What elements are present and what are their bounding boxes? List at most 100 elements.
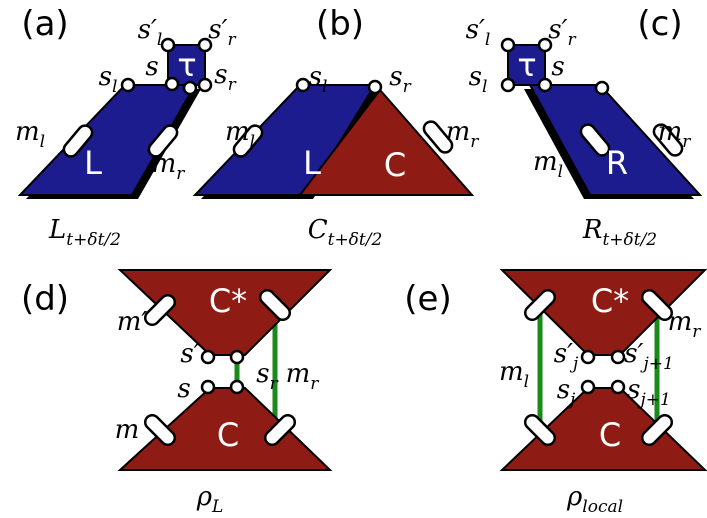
index-label-base: s′ <box>208 15 227 45</box>
index-label-base: s′ <box>548 15 567 45</box>
index-label-base: s <box>145 52 158 82</box>
index-label-base: s <box>389 62 402 92</box>
index-dot <box>502 79 514 91</box>
index-label: sj <box>557 375 576 410</box>
index-label-base: s <box>551 52 564 82</box>
tensor-label: τ <box>517 46 536 84</box>
panel-label: (b) <box>316 4 364 44</box>
index-label-base: m <box>286 359 311 389</box>
index-label-base: s′ <box>138 15 157 45</box>
index-label-sub: r <box>176 164 185 184</box>
index-label-sub: l <box>40 132 45 152</box>
tensor-label: τ <box>177 46 196 84</box>
index-dot <box>612 351 624 363</box>
index-label-base: m′ <box>117 307 148 337</box>
index-label: s <box>177 374 190 404</box>
index-label: s′r <box>208 15 236 50</box>
index-dot <box>582 351 594 363</box>
index-label-base: s′ <box>624 339 643 369</box>
index-dot <box>596 82 608 94</box>
index-label: ml <box>225 117 255 152</box>
index-label-base: m <box>152 149 177 179</box>
index-label-base: s <box>557 375 570 405</box>
index-dot <box>612 381 624 393</box>
index-label: s′j <box>554 339 579 374</box>
index-label: mr <box>286 359 320 394</box>
caption-base: ρ <box>566 482 583 512</box>
index-label-base: s′ <box>554 339 573 369</box>
index-label-sub: l <box>250 132 255 152</box>
tensor-label: C* <box>591 282 629 320</box>
index-label: s <box>145 52 158 82</box>
index-label-base: s <box>309 62 322 92</box>
index-dot <box>162 39 174 51</box>
caption-base: R <box>582 215 603 245</box>
index-dot <box>502 39 514 51</box>
tensor-label: R <box>606 144 628 182</box>
index-dot <box>122 79 134 91</box>
index-label-base: s′ <box>466 15 485 45</box>
caption: ρlocal <box>566 482 623 517</box>
index-dot <box>231 381 243 393</box>
index-label-base: s <box>177 374 190 404</box>
index-label: s′l <box>466 15 491 50</box>
caption-sub: t+δt/2 <box>328 230 383 250</box>
index-label: s′r <box>548 15 576 50</box>
caption-base: C <box>308 215 328 245</box>
index-dot <box>199 79 211 91</box>
index-dot <box>369 81 381 93</box>
index-label-base: m <box>225 117 250 147</box>
index-label-sub: l <box>558 162 563 182</box>
index-label: s′ <box>180 339 199 369</box>
index-dot <box>166 78 178 90</box>
index-label: s′j+1 <box>624 339 674 374</box>
index-label-sub: r <box>228 30 237 50</box>
index-label-base: m <box>658 117 683 147</box>
index-label: sl <box>309 62 328 97</box>
index-label-sub: l <box>482 77 487 97</box>
index-label: ml <box>499 357 529 392</box>
index-label: sr <box>389 62 411 97</box>
caption: Rt+δt/2 <box>582 215 657 250</box>
index-label: sj+1 <box>627 375 671 410</box>
caption-sub: t+δt/2 <box>66 230 121 250</box>
tensor-label: C <box>599 416 621 454</box>
panel-label: (e) <box>404 279 451 319</box>
index-label-base: m <box>668 307 693 337</box>
index-dot <box>539 79 551 91</box>
index-label: m <box>115 415 140 445</box>
index-label-sub: r <box>228 75 237 95</box>
index-label-base: s <box>469 62 482 92</box>
index-dot <box>202 351 214 363</box>
index-label-base: s <box>214 60 227 90</box>
index-label-base: s′ <box>180 339 199 369</box>
index-label: sl <box>469 62 488 97</box>
index-label-sub: j+1 <box>639 354 673 374</box>
tensor-label: C <box>384 146 406 184</box>
figure: (a)Lτs′ls′rslssrmlmrLt+δt/2(b)LCslsrmlmr… <box>0 0 707 518</box>
caption-base: ρ <box>196 482 213 512</box>
index-dot <box>582 381 594 393</box>
panel-label: (a) <box>21 4 68 44</box>
caption-sub: L <box>211 497 223 517</box>
index-label: m′ <box>117 307 148 337</box>
index-label-base: s <box>627 375 640 405</box>
index-label-sub: r <box>692 322 701 342</box>
index-label-sub: l <box>112 77 117 97</box>
index-label-base: m <box>446 117 471 147</box>
caption-base: L <box>48 215 66 245</box>
index-label-base: m <box>533 147 558 177</box>
caption-sub: t+δt/2 <box>602 230 657 250</box>
index-label-base: m <box>499 357 524 387</box>
index-label-base: s <box>99 62 112 92</box>
index-label: mr <box>152 149 186 184</box>
panel-label: (d) <box>21 279 69 319</box>
index-label-sub: j+1 <box>637 390 671 410</box>
index-label-sub: l <box>485 30 490 50</box>
index-dot <box>231 351 243 363</box>
index-label: mr <box>658 117 692 152</box>
index-label-sub: r <box>682 132 691 152</box>
caption: Lt+δt/2 <box>48 215 121 250</box>
index-label-sub: r <box>270 374 279 394</box>
index-label-base: m <box>115 415 140 445</box>
